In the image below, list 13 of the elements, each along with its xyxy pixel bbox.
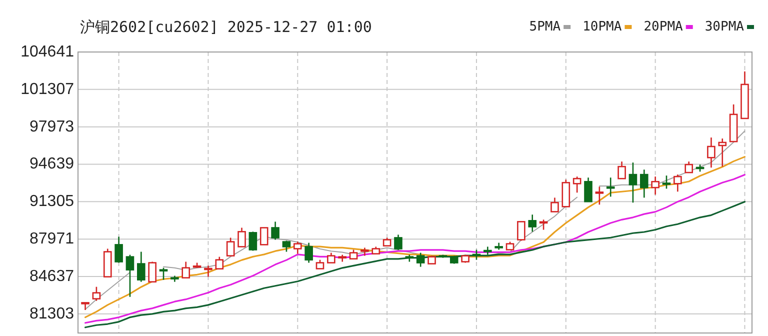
y-tick-label: 104641 [20,44,74,60]
y-tick-label: 97973 [30,118,74,136]
y-tick-label: 91305 [30,193,74,210]
legend-label: 10PMA [582,20,622,34]
y-tick-label: 101307 [20,80,74,98]
y-tick-label: 84637 [30,268,74,285]
legend-label: 20PMA [644,20,684,34]
y-tick-label: 81303 [30,305,74,322]
legend-label: 5PMA [529,20,561,34]
y-tick-label: 94639 [30,156,74,173]
legend-label: 30PMA [704,20,744,34]
y-tick-label: 87971 [30,230,74,248]
title: 沪铜2602[cu2602] 2025-12-27 01:00 [80,18,372,36]
